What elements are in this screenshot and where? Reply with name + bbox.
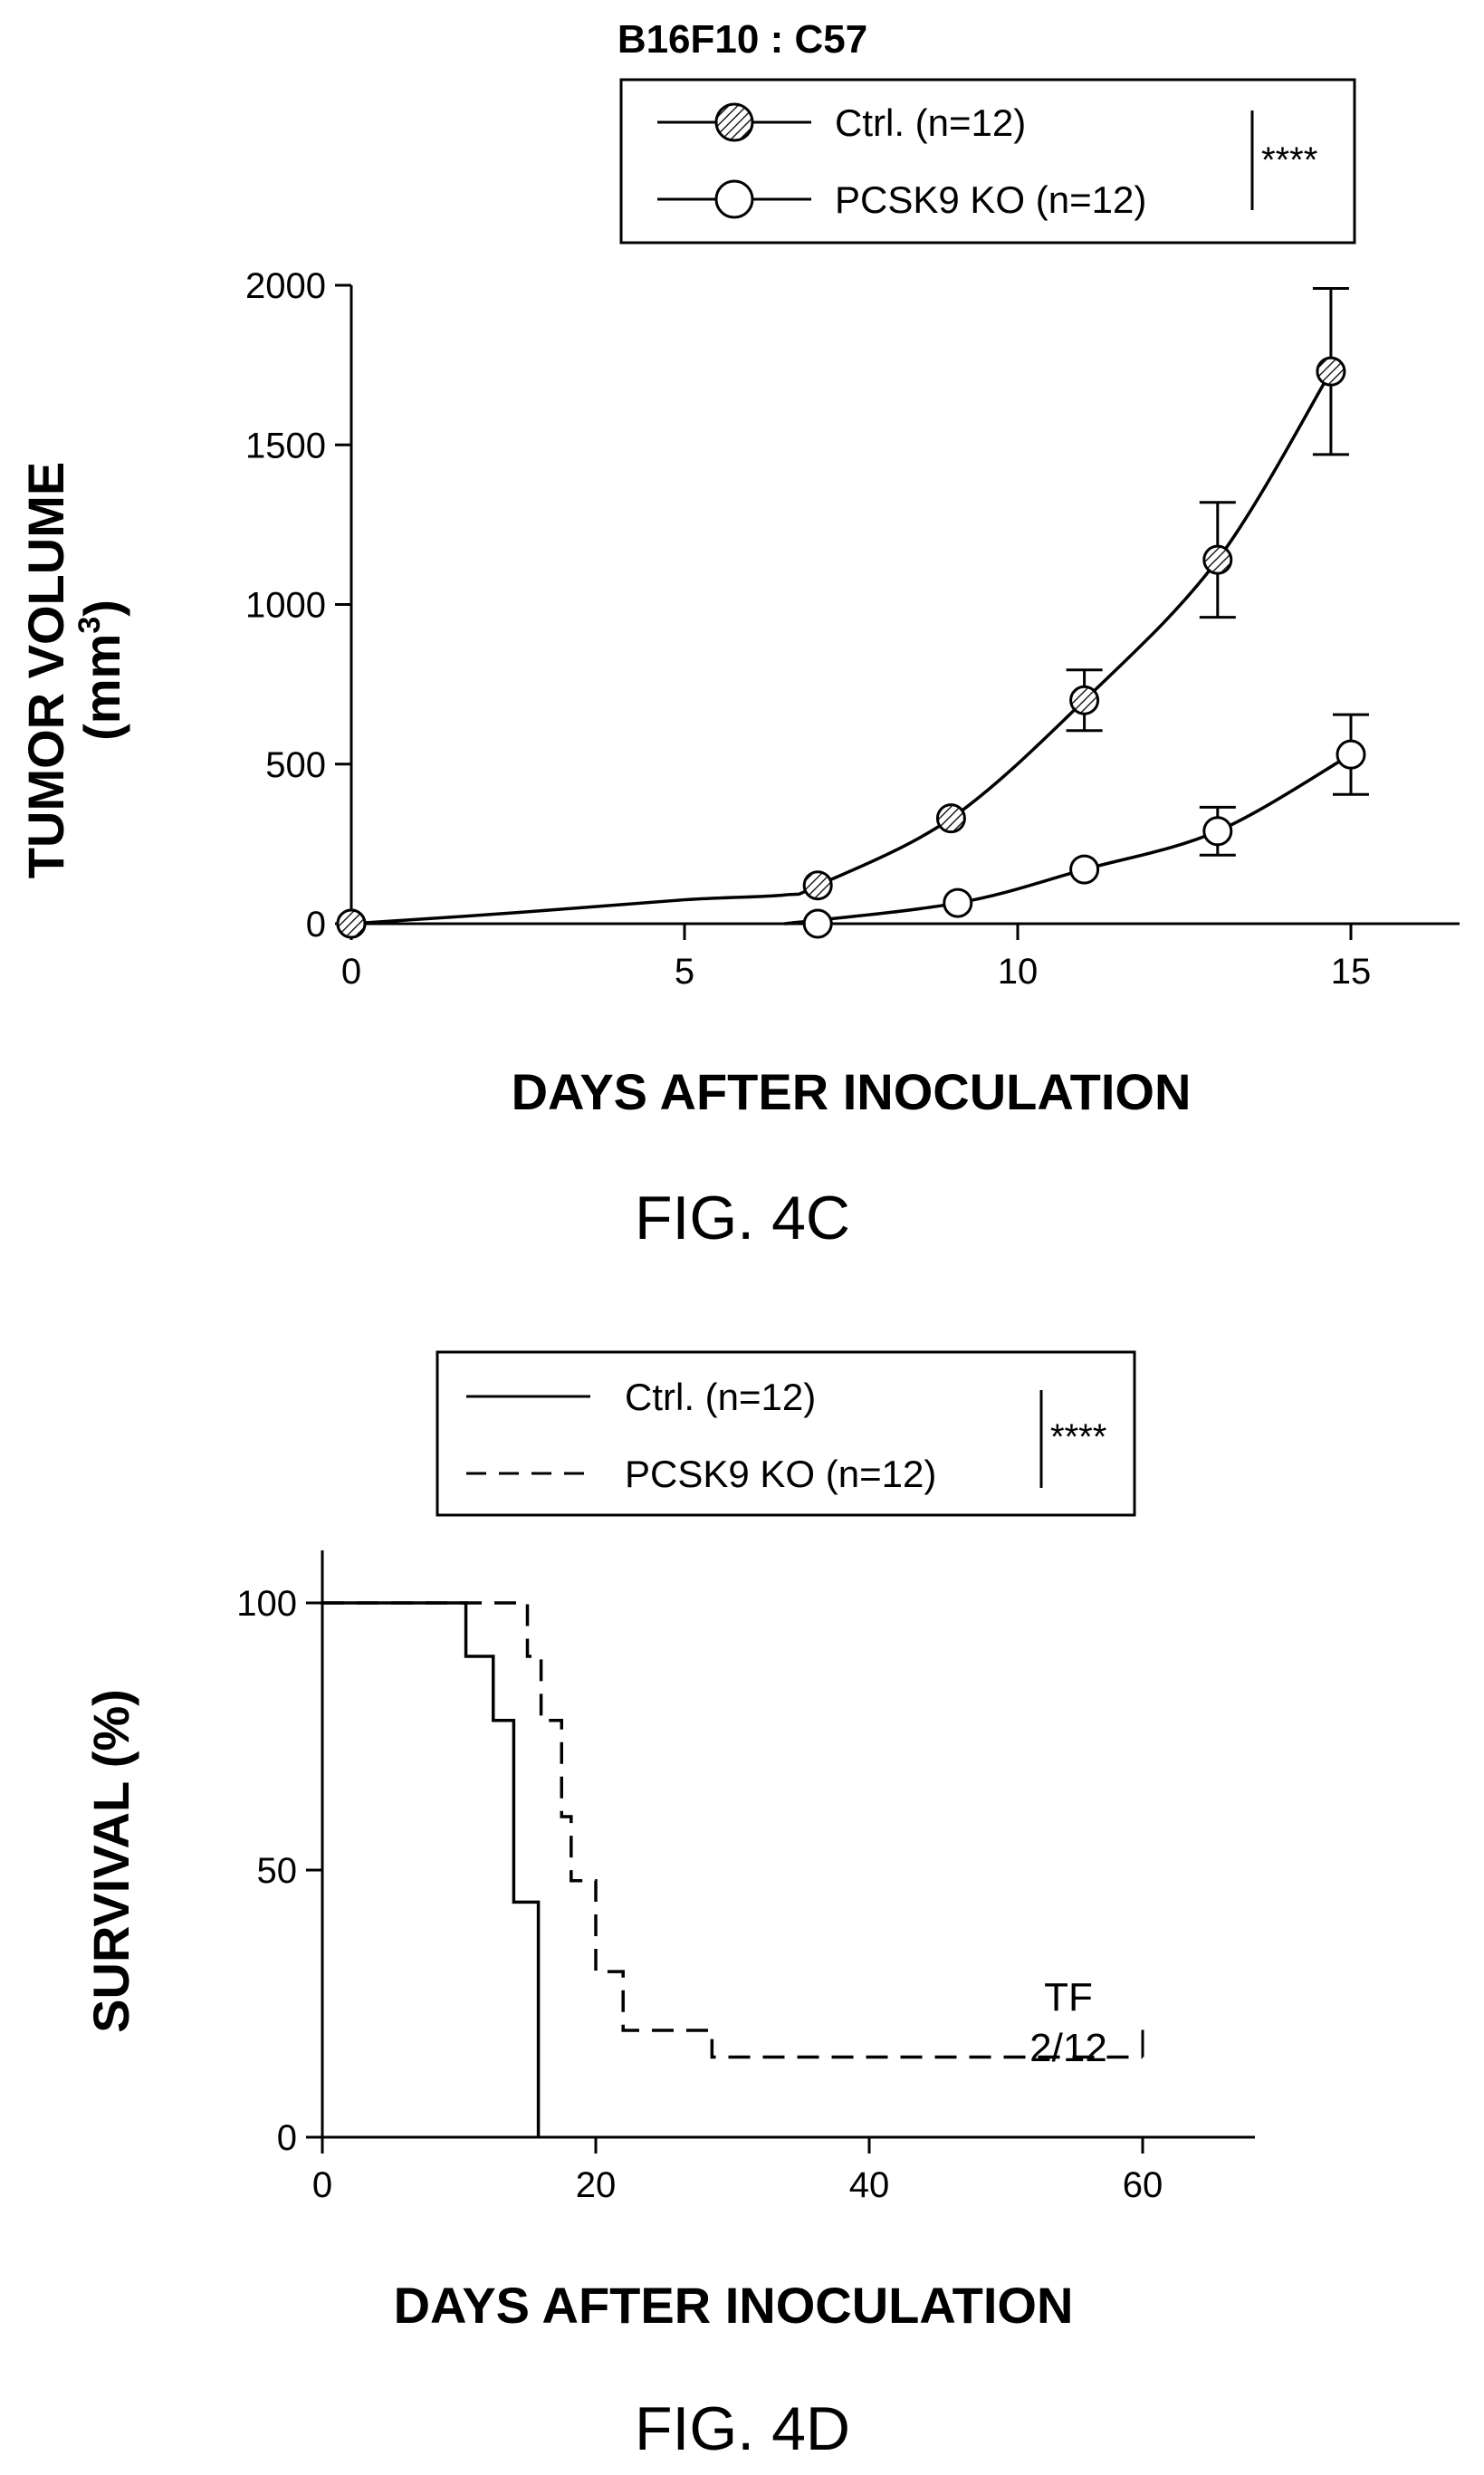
legend-ko-label: PCSK9 KO (n=12) bbox=[835, 178, 1146, 221]
chart-4d-marks bbox=[322, 1601, 1144, 2137]
pcsk9-ko-point bbox=[1069, 854, 1100, 885]
chart-4d-x-tick-label: 60 bbox=[1123, 2165, 1163, 2205]
chart-4d-caption: FIG. 4D bbox=[635, 2394, 850, 2463]
chart-4d: Ctrl. (n=12) PCSK9 KO (n=12) **** SURVIV… bbox=[82, 1350, 1255, 2463]
chart-4c-ylabel-line1: TUMOR VOLUME bbox=[17, 462, 74, 878]
pcsk9-ko-survival-line bbox=[322, 1601, 1143, 2059]
chart-4c-significance: **** bbox=[1261, 140, 1317, 180]
chart-4c: B16F10 : C57 Ctrl. (n=12) PCSK9 KO (n=12… bbox=[17, 17, 1460, 1252]
chart-4d-x-tick-label: 0 bbox=[312, 2165, 332, 2205]
chart-4c-ylabel-line2: (mm3) bbox=[72, 600, 130, 741]
chart-4d-ylabel: SURVIVAL (%) bbox=[82, 1689, 139, 2033]
chart-4c-y-tick-label: 2000 bbox=[245, 266, 326, 306]
ctrl-point bbox=[1202, 544, 1233, 575]
ylabel-unit-close: ) bbox=[73, 600, 130, 617]
pcsk9-ko-point bbox=[1336, 739, 1366, 770]
ylabel-unit-open: (mm bbox=[73, 634, 130, 741]
legend-4d-ctrl-label: Ctrl. (n=12) bbox=[625, 1376, 816, 1418]
ctrl-survival-line bbox=[322, 1601, 541, 2137]
chart-4d-annotation-tf: TF bbox=[1044, 1975, 1093, 2019]
chart-4d-y-tick-label: 50 bbox=[257, 1851, 298, 1891]
chart-4c-y-tick-label: 0 bbox=[306, 905, 326, 945]
ctrl-point bbox=[1069, 685, 1100, 715]
chart-4d-annotation-ratio: 2/12 bbox=[1029, 2026, 1107, 2070]
ctrl-series-line bbox=[350, 370, 1333, 926]
chart-4d-legend: Ctrl. (n=12) PCSK9 KO (n=12) **** bbox=[436, 1350, 1136, 1517]
chart-4c-ylabel: TUMOR VOLUME (mm3) bbox=[17, 462, 130, 878]
pcsk9-ko-series-line bbox=[784, 753, 1352, 926]
chart-4c-xlabel: DAYS AFTER INOCULATION bbox=[512, 1063, 1192, 1120]
chart-4d-y-tick-label: 100 bbox=[236, 1584, 297, 1624]
chart-4c-x-tick-label: 0 bbox=[341, 952, 361, 992]
chart-4c-x-tick-label: 5 bbox=[675, 952, 694, 992]
chart-4c-marks bbox=[336, 287, 1369, 939]
ylabel-unit-sup: 3 bbox=[72, 617, 107, 634]
chart-4c-y-tick-label: 1000 bbox=[245, 586, 326, 626]
ctrl-point bbox=[802, 870, 833, 901]
chart-4c-title: B16F10 : C57 bbox=[618, 17, 867, 62]
pcsk9-ko-point bbox=[802, 908, 833, 939]
chart-4c-legend: Ctrl. (n=12) PCSK9 KO (n=12) **** bbox=[619, 78, 1356, 245]
chart-4d-significance: **** bbox=[1050, 1417, 1106, 1457]
ctrl-point bbox=[1316, 356, 1346, 387]
chart-4d-x-tick-label: 20 bbox=[576, 2165, 617, 2205]
legend-ctrl-label: Ctrl. (n=12) bbox=[835, 101, 1026, 144]
ctrl-point bbox=[336, 908, 367, 939]
pcsk9-ko-point bbox=[943, 887, 973, 918]
chart-4c-axes: 0 500 1000 1500 2000 0 5 10 15 bbox=[245, 266, 1460, 992]
chart-4d-y-tick-label: 0 bbox=[277, 2118, 297, 2158]
chart-4c-y-tick-label: 500 bbox=[265, 745, 326, 785]
legend-ko-marker bbox=[714, 179, 754, 219]
chart-4c-x-tick-label: 10 bbox=[998, 952, 1039, 992]
chart-4d-legend-box bbox=[436, 1350, 1136, 1517]
chart-4d-xlabel: DAYS AFTER INOCULATION bbox=[394, 2277, 1074, 2334]
ctrl-point bbox=[935, 803, 966, 834]
chart-4d-axes: 0 50 100 0 20 40 60 bbox=[236, 1550, 1255, 2205]
chart-4d-x-tick-label: 40 bbox=[849, 2165, 890, 2205]
chart-4c-x-tick-label: 15 bbox=[1331, 952, 1372, 992]
legend-ctrl-marker bbox=[714, 102, 754, 142]
chart-4c-y-tick-label: 1500 bbox=[245, 426, 326, 465]
chart-4c-caption: FIG. 4C bbox=[635, 1184, 850, 1252]
legend-4d-ko-label: PCSK9 KO (n=12) bbox=[625, 1453, 936, 1495]
pcsk9-ko-point bbox=[1202, 816, 1233, 847]
chart-4c-legend-box bbox=[619, 78, 1356, 245]
